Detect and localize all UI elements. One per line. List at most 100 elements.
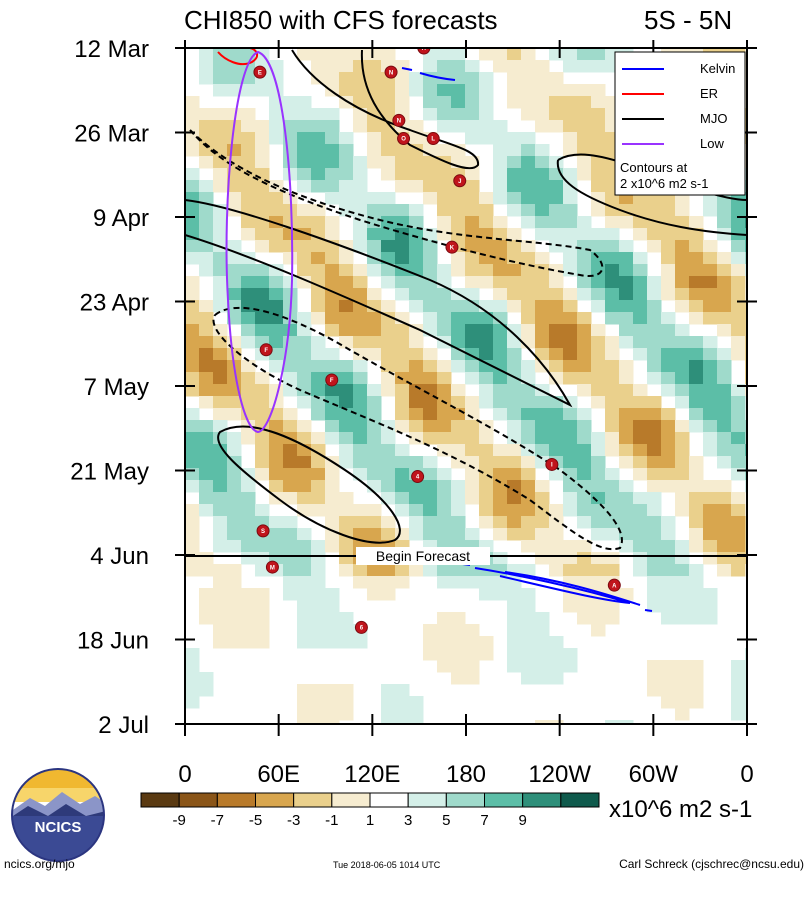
anomaly-cell (297, 720, 312, 724)
colorbar-swatch (178, 792, 218, 808)
anomaly-cell (227, 336, 242, 349)
anomaly-cell (199, 264, 214, 277)
anomaly-cell (409, 120, 424, 133)
anomaly-cell (479, 120, 494, 133)
anomaly-cell (549, 300, 564, 313)
anomaly-cell (577, 144, 592, 157)
anomaly-cell (297, 156, 312, 169)
anomaly-cell (213, 456, 228, 469)
anomaly-cell (591, 564, 606, 577)
anomaly-cell (619, 240, 634, 253)
anomaly-cell (325, 312, 340, 325)
anomaly-cell (549, 360, 564, 373)
anomaly-cell (297, 636, 312, 649)
colorbar-swatch (522, 792, 562, 808)
anomaly-cell (577, 336, 592, 349)
anomaly-cell (367, 300, 382, 313)
storm-marker (545, 457, 559, 471)
anomaly-cell (311, 72, 326, 85)
anomaly-cell (437, 420, 452, 433)
anomaly-cell (297, 552, 312, 565)
anomaly-cell (269, 300, 284, 313)
anomaly-cell (591, 276, 606, 289)
anomaly-cell (675, 612, 690, 625)
anomaly-cell (185, 684, 200, 697)
anomaly-cell (661, 480, 676, 493)
anomaly-cell (255, 312, 270, 325)
anomaly-cell (297, 324, 312, 337)
anomaly-cell (451, 264, 466, 277)
anomaly-cell (493, 384, 508, 397)
anomaly-cell (591, 348, 606, 361)
anomaly-cell (283, 120, 298, 133)
anomaly-cell (311, 108, 326, 121)
anomaly-cell (577, 228, 592, 241)
anomaly-cell (717, 504, 732, 517)
colorbar-label: -9 (172, 812, 185, 829)
anomaly-cell (605, 564, 620, 577)
anomaly-cell (311, 696, 326, 709)
anomaly-cell (535, 540, 550, 553)
anomaly-cell (577, 504, 592, 517)
anomaly-cell (549, 672, 564, 685)
anomaly-cell (297, 612, 312, 625)
anomaly-cell (395, 684, 410, 697)
anomaly-cell (241, 528, 256, 541)
anomaly-cell (395, 492, 410, 505)
anomaly-cell (213, 348, 228, 361)
anomaly-cell (619, 396, 634, 409)
anomaly-cell (409, 156, 424, 169)
anomaly-cell (661, 420, 676, 433)
anomaly-cell (297, 588, 312, 601)
anomaly-cell (675, 264, 690, 277)
anomaly-cell (241, 540, 256, 553)
anomaly-cell (577, 444, 592, 457)
anomaly-cell (241, 228, 256, 241)
anomaly-cell (297, 708, 312, 721)
anomaly-cell (353, 264, 368, 277)
anomaly-cell (647, 204, 662, 217)
anomaly-cell (325, 168, 340, 181)
anomaly-cell (381, 720, 396, 724)
anomaly-cell (339, 624, 354, 637)
anomaly-cell (227, 408, 242, 421)
anomaly-cell (703, 588, 718, 601)
anomaly-cell (241, 612, 256, 625)
anomaly-cell (185, 96, 200, 109)
anomaly-cell (521, 672, 536, 685)
anomaly-cell (535, 204, 550, 217)
anomaly-cell (227, 528, 242, 541)
anomaly-cell (451, 96, 466, 109)
anomaly-cell (269, 456, 284, 469)
anomaly-cell (563, 408, 578, 421)
anomaly-cell (409, 372, 424, 385)
anomaly-cell (451, 648, 466, 661)
anomaly-cell (367, 444, 382, 457)
anomaly-cell (521, 648, 536, 661)
anomaly-cell (661, 528, 676, 541)
anomaly-cell (339, 612, 354, 625)
anomaly-cell (465, 324, 480, 337)
anomaly-cell (689, 480, 704, 493)
anomaly-cell (381, 360, 396, 373)
anomaly-cell (479, 432, 494, 445)
anomaly-cell (325, 504, 340, 517)
anomaly-cell (381, 492, 396, 505)
anomaly-cell (227, 564, 242, 577)
anomaly-cell (269, 228, 284, 241)
anomaly-cell (577, 420, 592, 433)
anomaly-cell (479, 456, 494, 469)
anomaly-cell (241, 132, 256, 145)
anomaly-cell (465, 264, 480, 277)
anomaly-cell (213, 492, 228, 505)
anomaly-cell (241, 156, 256, 169)
anomaly-cell (717, 480, 732, 493)
anomaly-cell (423, 300, 438, 313)
anomaly-cell (577, 84, 592, 97)
anomaly-cell (339, 420, 354, 433)
anomaly-cell (381, 84, 396, 97)
anomaly-cell (549, 120, 564, 133)
anomaly-cell (227, 432, 242, 445)
anomaly-cell (451, 408, 466, 421)
colorbar-label: -1 (325, 812, 338, 829)
